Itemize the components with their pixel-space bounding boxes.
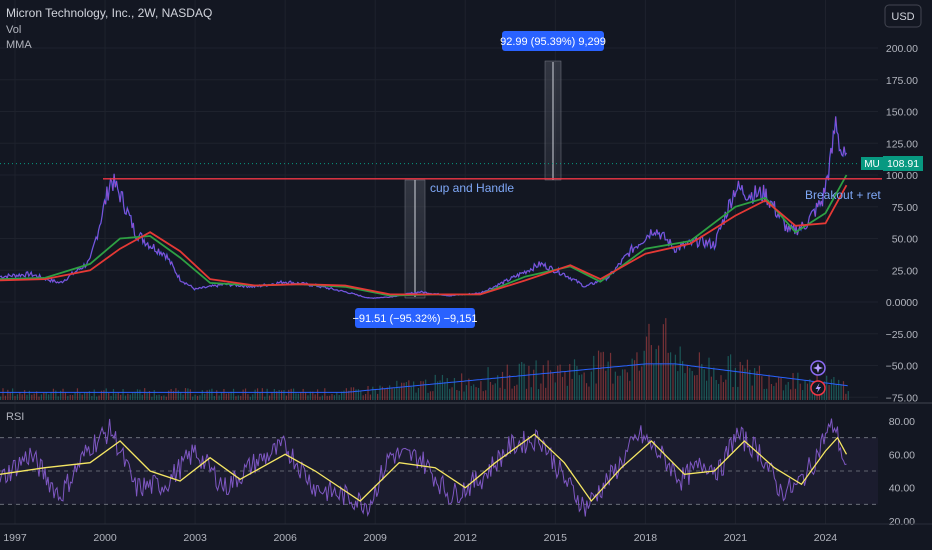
ma-red-line: [0, 184, 848, 296]
time-axis-tick: 2009: [364, 532, 388, 544]
down-measure-text: −91.51 (−95.32%) −9,151: [352, 313, 477, 325]
price-axis-tick: 25.00: [892, 265, 918, 277]
time-axis-tick: 2024: [814, 532, 838, 544]
breakout-label[interactable]: Breakout + ret: [805, 188, 881, 202]
price-axis-tick: 0.0000: [886, 297, 918, 309]
price-axis-tick: 100.00: [886, 170, 918, 182]
down-measure-label[interactable]: −91.51 (−95.32%) −9,151: [352, 308, 478, 328]
rsi-ma-line: [0, 433, 848, 503]
volume-ma-line: [0, 363, 848, 393]
time-axis-tick: 2018: [634, 532, 658, 544]
rsi-axis-tick: 80.00: [889, 416, 915, 428]
sparkle-icon[interactable]: [810, 360, 826, 376]
rsi-axis[interactable]: 80.00 60.00 40.00 20.00: [889, 416, 915, 528]
pattern-label[interactable]: cup and Handle: [430, 181, 514, 195]
rsi-label: RSI: [6, 411, 24, 423]
price-axis-tick: −75.00: [886, 392, 919, 404]
up-measure-label[interactable]: 92.99 (95.39%) 9,299: [500, 31, 606, 51]
price-axis-tick: 125.00: [886, 138, 918, 150]
time-axis-tick: 2000: [93, 532, 117, 544]
time-axis-tick: 2015: [544, 532, 568, 544]
rsi-axis-tick: 40.00: [889, 483, 915, 495]
price-axis-tick: 50.00: [892, 234, 918, 246]
rsi-bands: [0, 437, 878, 505]
price-axis-tick: 200.00: [886, 43, 918, 55]
time-axis-tick: 2012: [454, 532, 478, 544]
price-axis-tick: 150.00: [886, 107, 918, 119]
lightning-icon[interactable]: [810, 380, 826, 396]
price-axis-tick: −25.00: [886, 329, 919, 341]
price-axis-tick: 75.00: [892, 202, 918, 214]
price-axis[interactable]: 200.00 175.00 150.00 125.00 100.00 75.00 50.00…: [886, 43, 919, 404]
price-tag: MU 108.91: [861, 156, 923, 171]
rsi-axis-tick: 60.00: [889, 449, 915, 461]
time-axis-tick: 2021: [724, 532, 748, 544]
rsi-axis-tick: 20.00: [889, 516, 915, 528]
indicator-mma[interactable]: MMA: [6, 39, 32, 51]
price-axis-tick: 175.00: [886, 75, 918, 87]
up-measure-text: 92.99 (95.39%) 9,299: [500, 36, 606, 48]
time-axis-tick: 2003: [183, 532, 207, 544]
currency-button-label: USD: [891, 11, 914, 23]
time-axis-tick: 2006: [273, 532, 297, 544]
time-axis-tick: 1997: [3, 532, 27, 544]
price-tag-value: 108.91: [887, 158, 919, 170]
chart-title[interactable]: Micron Technology, Inc., 2W, NASDAQ: [6, 6, 212, 20]
time-axis[interactable]: 1997 2000 2003 2006 2009 2012 2015 2018 2021 2024: [3, 532, 837, 544]
currency-button[interactable]: USD: [884, 4, 922, 28]
volume-bars: [0, 318, 849, 400]
price-tag-ticker: MU: [864, 159, 880, 170]
price-axis-tick: −50.00: [886, 361, 919, 373]
price-line-highlight: [0, 116, 847, 299]
rsi-line: [0, 418, 847, 517]
indicator-vol[interactable]: Vol: [6, 24, 21, 36]
